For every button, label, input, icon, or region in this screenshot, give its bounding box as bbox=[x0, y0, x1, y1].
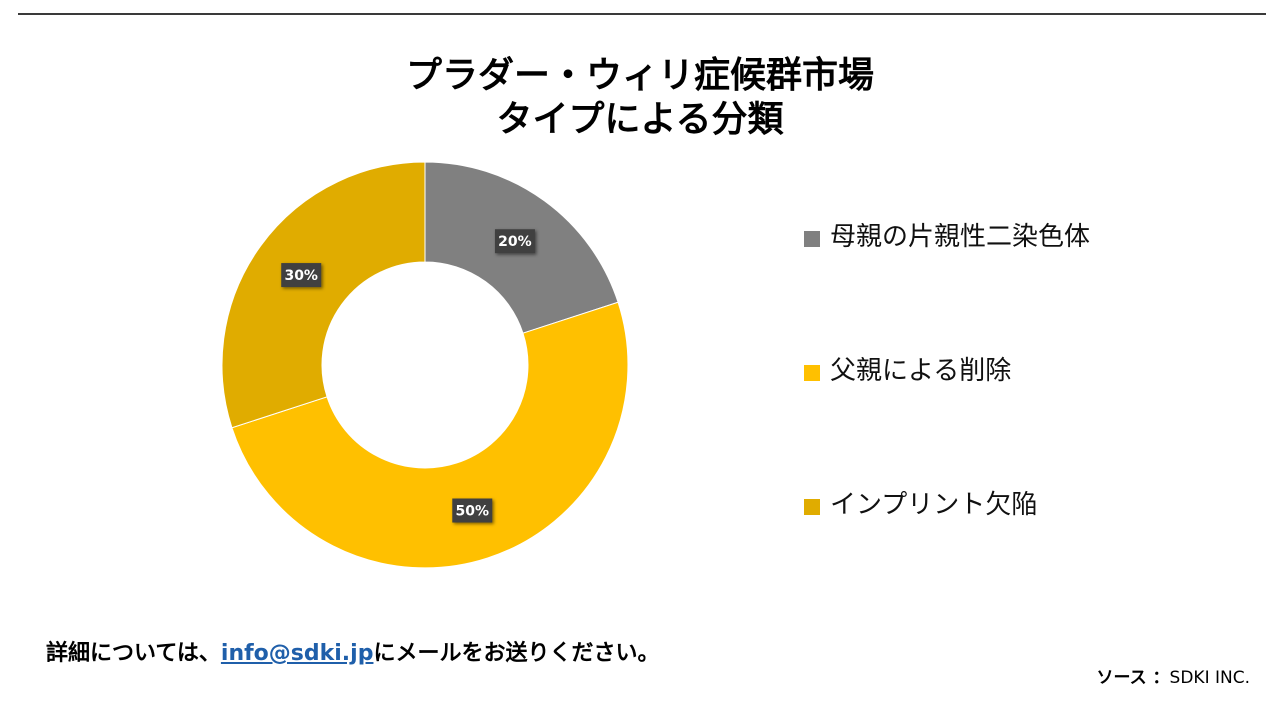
contact-prefix: 詳細については、 bbox=[46, 641, 221, 666]
legend-label-imprinting-defect: インプリント欠陥 bbox=[830, 490, 1038, 520]
data-label-box-imprinting-defect bbox=[281, 263, 322, 288]
data-label-text-imprinting-defect: 30% bbox=[284, 268, 318, 284]
data-label-box-paternal-deletion bbox=[452, 498, 493, 523]
contact-suffix: にメールをお送りください。 bbox=[373, 641, 660, 666]
chart-title-line-2: タイプによる分類 bbox=[496, 99, 784, 140]
top-rule bbox=[18, 13, 1266, 15]
data-label-box-maternal-upd bbox=[494, 229, 535, 254]
data-label-maternal-upd: 20% bbox=[494, 229, 535, 254]
source-note: ソース ：SDKI INC. bbox=[1096, 664, 1250, 692]
donut-slice-imprinting-defect bbox=[221, 161, 426, 429]
contact-email-link[interactable]: info@sdki.jp bbox=[220, 641, 374, 666]
source-label: ソース ： bbox=[1096, 668, 1170, 688]
data-label-imprinting-defect: 30% bbox=[281, 263, 322, 288]
source-value: SDKI INC. bbox=[1169, 668, 1250, 688]
legend-swatch-paternal-deletion bbox=[804, 365, 820, 381]
data-label-text-paternal-deletion: 50% bbox=[456, 504, 490, 520]
donut-slice-paternal-deletion bbox=[231, 301, 629, 568]
legend-label-maternal-upd: 母親の片親性二染色体 bbox=[830, 222, 1091, 252]
data-label-paternal-deletion: 50% bbox=[452, 498, 493, 523]
chart-title-line-1: プラダー・ウィリ症候群市場 bbox=[405, 55, 874, 96]
legend-label-paternal-deletion: 父親による削除 bbox=[830, 356, 1012, 386]
data-label-text-maternal-upd: 20% bbox=[498, 234, 532, 250]
contact-note: 詳細については、info@sdki.jpにメールをお送りください。 bbox=[46, 638, 659, 670]
legend-swatch-imprinting-defect bbox=[804, 499, 820, 515]
legend-swatch-maternal-upd bbox=[804, 231, 820, 247]
chart-title: プラダー・ウィリ症候群市場 タイプによる分類 bbox=[0, 54, 1280, 142]
